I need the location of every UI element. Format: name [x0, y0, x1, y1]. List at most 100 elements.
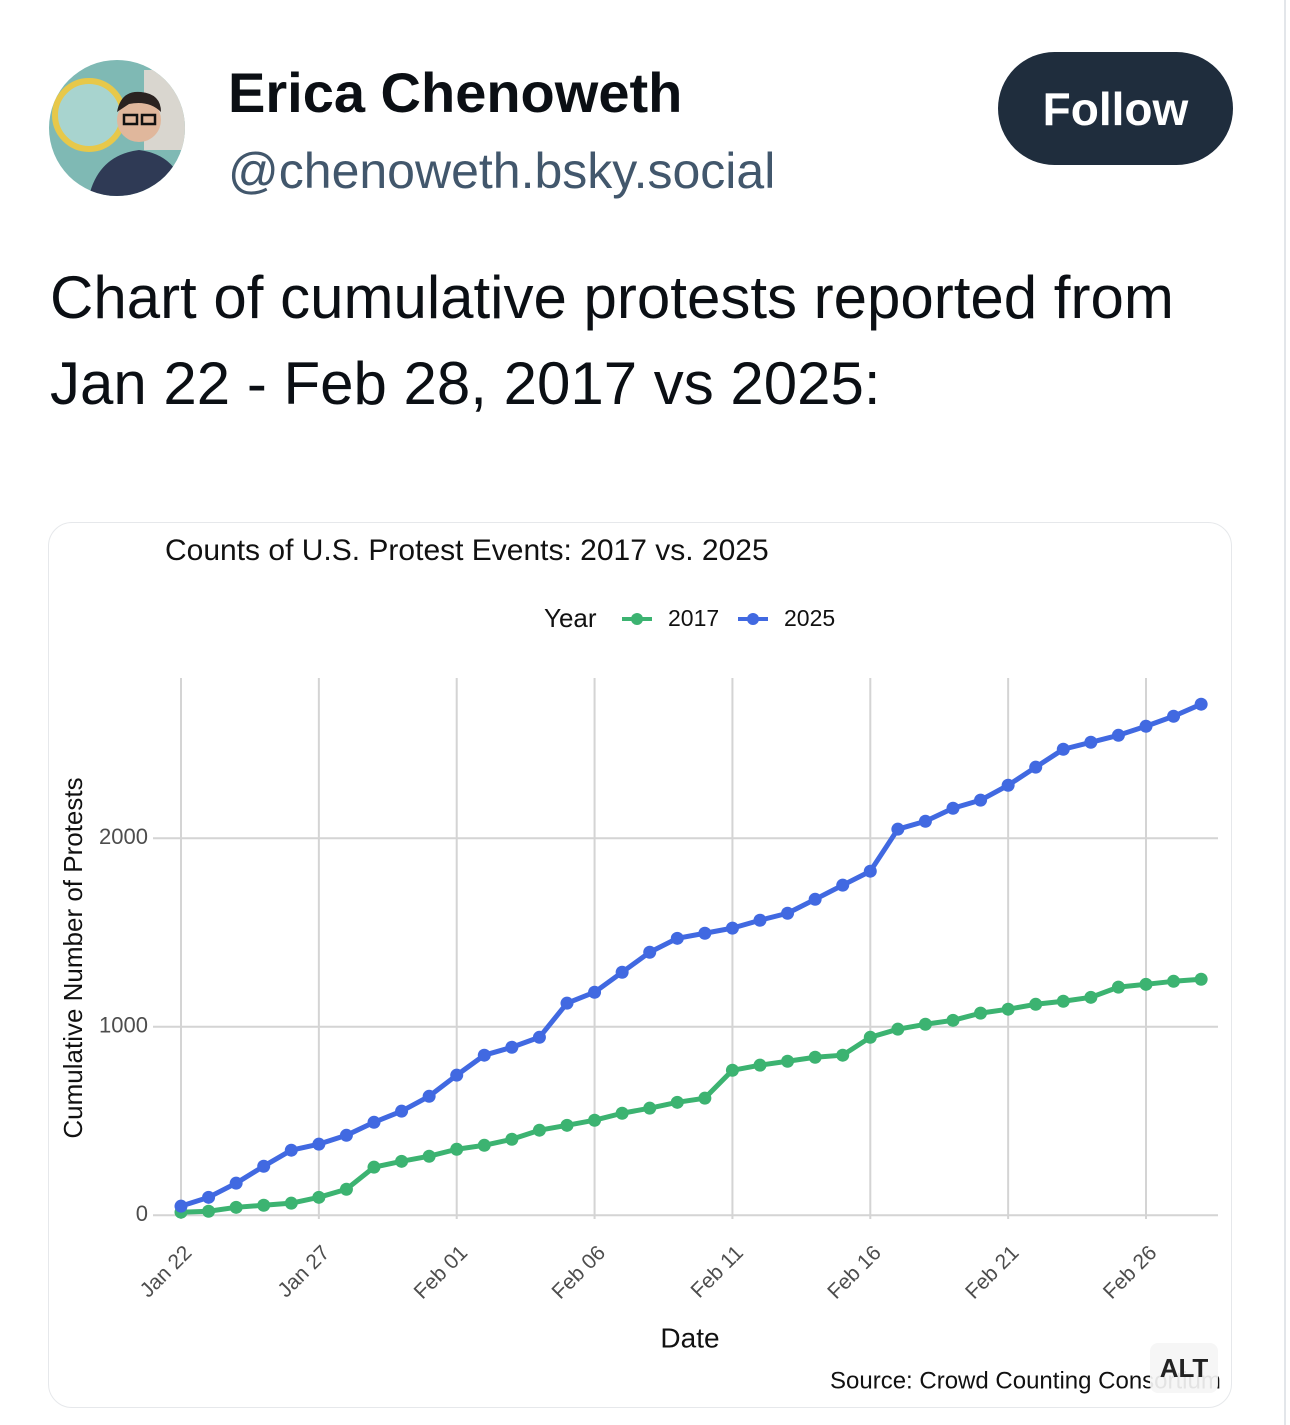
data-point	[1084, 990, 1098, 1004]
data-point	[202, 1204, 216, 1218]
data-point	[1139, 977, 1153, 991]
data-point	[891, 1022, 905, 1036]
avatar-image	[49, 60, 185, 196]
data-point	[560, 996, 574, 1010]
legend-marker	[631, 613, 643, 625]
legend-marker	[747, 613, 759, 625]
data-point	[588, 985, 602, 999]
legend-label: 2017	[668, 605, 719, 631]
data-point	[202, 1190, 216, 1204]
post-text: Chart of cumulative protests reported fr…	[50, 264, 1174, 417]
author-name[interactable]: Erica Chenoweth	[228, 61, 683, 124]
y-axis-label: Cumulative Number of Protests	[58, 777, 88, 1138]
data-point	[1001, 778, 1015, 792]
data-point	[257, 1198, 271, 1212]
data-point	[367, 1160, 381, 1174]
data-point	[836, 1048, 850, 1062]
data-point	[505, 1132, 519, 1146]
data-point	[753, 1058, 767, 1072]
data-point	[918, 814, 932, 828]
data-point	[808, 1050, 822, 1064]
author-handle[interactable]: @chenoweth.bsky.social	[228, 143, 776, 199]
avatar[interactable]	[49, 60, 185, 196]
data-point	[808, 892, 822, 906]
series-line	[180, 976, 1202, 1215]
data-point	[422, 1089, 436, 1103]
data-point	[918, 1017, 932, 1031]
data-point	[339, 1182, 353, 1196]
data-point	[339, 1128, 353, 1142]
data-point	[367, 1115, 381, 1129]
data-point	[229, 1200, 243, 1214]
series-line	[180, 701, 1203, 1209]
data-point	[1139, 719, 1153, 733]
data-point	[588, 1113, 602, 1127]
data-point	[450, 1068, 464, 1082]
data-point	[1167, 709, 1181, 723]
data-point	[781, 1054, 795, 1068]
x-tick-label: Jan 27	[273, 1241, 334, 1302]
data-point	[698, 926, 712, 940]
data-point	[422, 1149, 436, 1163]
data-point	[974, 1006, 988, 1020]
data-point	[725, 1063, 739, 1077]
legend-item: 2017	[622, 605, 719, 631]
data-point	[284, 1143, 298, 1157]
y-tick-label: 2000	[99, 824, 148, 849]
alt-badge[interactable]: ALT	[1150, 1343, 1218, 1393]
data-point	[450, 1142, 464, 1156]
data-point	[312, 1137, 326, 1151]
data-point	[615, 1106, 629, 1120]
data-point	[312, 1190, 326, 1204]
data-point	[284, 1196, 298, 1210]
follow-button[interactable]: Follow	[998, 52, 1233, 165]
data-point	[505, 1040, 519, 1054]
data-point	[229, 1176, 243, 1190]
y-tick-label: 0	[136, 1201, 148, 1226]
data-point	[1001, 1002, 1015, 1016]
x-tick-label: Jan 22	[136, 1241, 197, 1302]
data-point	[532, 1123, 546, 1137]
data-point	[532, 1030, 546, 1044]
data-point	[863, 1030, 877, 1044]
data-point	[643, 945, 657, 959]
x-tick-label: Feb 26	[1099, 1241, 1162, 1304]
data-point	[781, 906, 795, 920]
data-point	[863, 864, 877, 878]
data-point	[1167, 974, 1181, 988]
legend-label: 2025	[784, 605, 835, 631]
data-point	[1056, 994, 1070, 1008]
legend-item: 2025	[738, 605, 835, 631]
data-point	[891, 822, 905, 836]
data-point	[560, 1118, 574, 1132]
data-point	[1056, 742, 1070, 756]
data-point	[725, 921, 739, 935]
data-point	[698, 1091, 712, 1105]
data-point	[836, 878, 850, 892]
x-axis-label: Date	[660, 1322, 719, 1353]
border	[1284, 0, 1286, 1425]
data-point	[477, 1138, 491, 1152]
data-point	[643, 1101, 657, 1115]
data-point	[974, 793, 988, 807]
x-tick-label: Feb 16	[823, 1241, 886, 1304]
x-tick-label: Feb 21	[961, 1241, 1024, 1304]
data-point	[1111, 980, 1125, 994]
data-point	[1194, 697, 1208, 711]
data-point	[946, 1013, 960, 1027]
data-point	[1029, 997, 1043, 1011]
data-point	[174, 1199, 188, 1213]
data-point	[1194, 972, 1208, 986]
image-card[interactable]	[48, 522, 1232, 1408]
data-point	[257, 1159, 271, 1173]
x-tick-label: Feb 11	[686, 1241, 747, 1302]
x-tick-label: Feb 06	[548, 1241, 611, 1304]
data-point	[615, 965, 629, 979]
data-point	[670, 1095, 684, 1109]
data-point	[395, 1154, 409, 1168]
data-point	[1084, 735, 1098, 749]
x-tick-label: Feb 01	[410, 1241, 473, 1304]
y-tick-label: 1000	[99, 1013, 148, 1038]
